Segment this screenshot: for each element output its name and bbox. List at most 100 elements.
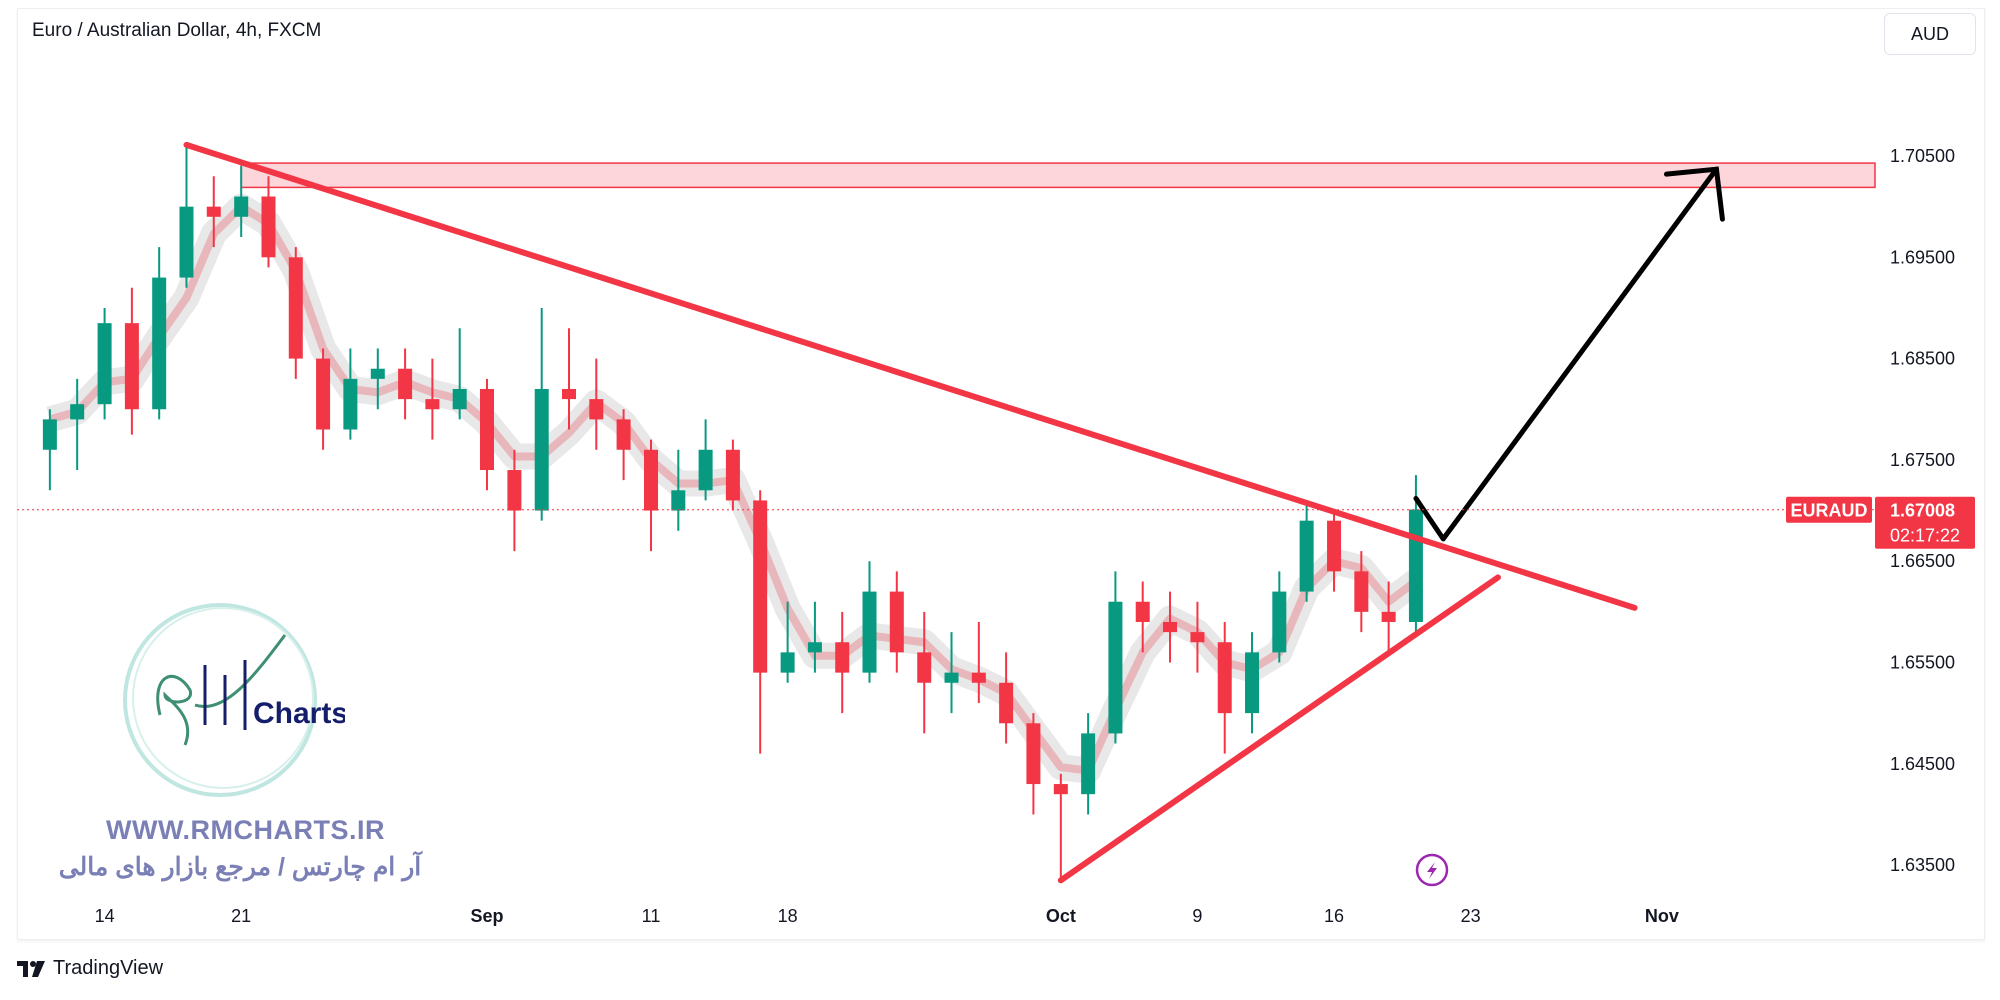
candle-body xyxy=(917,652,932,683)
candle-body xyxy=(261,196,276,258)
candle xyxy=(562,328,577,430)
candle-body xyxy=(698,449,713,491)
candle xyxy=(999,652,1014,744)
candle-body xyxy=(42,419,57,450)
candle-body xyxy=(753,500,768,673)
candle-body xyxy=(1327,520,1342,572)
price-tick: 1.63500 xyxy=(1890,855,1955,875)
candle xyxy=(671,449,686,531)
time-tick: 23 xyxy=(1461,906,1481,926)
candle xyxy=(1026,713,1041,815)
time-tick: 18 xyxy=(778,906,798,926)
candle xyxy=(835,611,850,714)
candle xyxy=(1299,500,1314,602)
price-tick: 1.70500 xyxy=(1890,146,1955,166)
candle-body xyxy=(1272,591,1287,653)
candle-body xyxy=(644,449,659,511)
candle-body xyxy=(589,399,604,420)
price-tick: 1.66500 xyxy=(1890,551,1955,571)
candle xyxy=(1081,713,1096,815)
candle-body xyxy=(97,323,112,405)
candle xyxy=(70,378,85,471)
time-tick: Nov xyxy=(1645,906,1679,926)
candle-body xyxy=(479,388,494,471)
candle xyxy=(1381,581,1396,653)
candle xyxy=(370,348,385,410)
candle-body xyxy=(124,323,139,410)
candle-body xyxy=(835,642,850,673)
website-text: WWW.RMCHARTS.IR xyxy=(106,815,385,845)
descending-trendline xyxy=(183,141,1638,611)
candle-body xyxy=(1190,632,1205,643)
time-tick: 16 xyxy=(1324,906,1344,926)
candle-body xyxy=(316,358,331,430)
candle xyxy=(1135,581,1150,653)
candle-body xyxy=(562,388,577,400)
candle-body xyxy=(206,206,221,217)
logo-text: Charts xyxy=(253,697,345,730)
candle xyxy=(206,176,221,248)
candle xyxy=(1217,621,1232,754)
candle xyxy=(889,571,904,673)
candle xyxy=(179,145,194,288)
candle xyxy=(343,348,358,440)
time-tick: 14 xyxy=(95,906,115,926)
candle xyxy=(1108,571,1123,744)
time-tick: Oct xyxy=(1046,906,1076,926)
flash-icon[interactable] xyxy=(1415,853,1449,887)
time-tick: 9 xyxy=(1192,906,1202,926)
candle-body xyxy=(152,277,167,410)
time-tick: 11 xyxy=(642,906,661,926)
candle-body xyxy=(1135,601,1150,622)
candle-body xyxy=(1163,621,1178,633)
candle xyxy=(534,307,549,521)
candle xyxy=(124,287,139,435)
candle-body xyxy=(1108,601,1123,734)
candle xyxy=(42,409,57,491)
candle-body xyxy=(1026,723,1041,785)
price-tick: 1.69500 xyxy=(1890,247,1955,267)
candle xyxy=(644,439,659,552)
candle xyxy=(1190,601,1205,673)
candle xyxy=(1272,571,1287,663)
candle xyxy=(616,409,631,481)
time-tick: 21 xyxy=(231,906,251,926)
candle-body xyxy=(288,257,303,359)
candle-body xyxy=(616,419,631,450)
candle-body xyxy=(534,388,549,511)
candle xyxy=(288,247,303,379)
candle-body xyxy=(234,196,249,217)
tradingview-label: TradingView xyxy=(53,957,164,979)
candle xyxy=(944,632,959,714)
candle xyxy=(725,439,740,511)
tradingview-brand[interactable]: TradingView xyxy=(17,957,163,980)
candle-body xyxy=(370,368,385,379)
candle-body xyxy=(1381,611,1396,622)
candle-body xyxy=(1053,784,1068,795)
candle-body xyxy=(971,672,986,683)
candle xyxy=(507,449,522,552)
currency-button[interactable]: AUD xyxy=(1884,13,1976,55)
candle-body xyxy=(452,388,467,410)
price-tick: 1.64500 xyxy=(1890,754,1955,774)
candle xyxy=(917,611,932,734)
candle-body xyxy=(179,206,194,278)
candle-body xyxy=(944,672,959,683)
price-tick: 1.68500 xyxy=(1890,349,1955,369)
candle xyxy=(234,166,249,238)
candle-body xyxy=(1354,571,1369,612)
candle xyxy=(452,328,467,420)
last-price-label-bg xyxy=(1875,496,1975,549)
candle xyxy=(1327,510,1342,592)
candle-body xyxy=(889,591,904,653)
symbol-label-bg xyxy=(1786,496,1872,523)
rmcharts-logo: Charts xyxy=(123,603,345,797)
candle xyxy=(1053,773,1068,881)
candle-body xyxy=(70,404,85,420)
price-tick: 1.67500 xyxy=(1890,450,1955,470)
candle-body xyxy=(999,682,1014,724)
candle xyxy=(1245,632,1260,734)
candle-body xyxy=(807,642,822,653)
ascending-trendline xyxy=(1057,574,1501,884)
